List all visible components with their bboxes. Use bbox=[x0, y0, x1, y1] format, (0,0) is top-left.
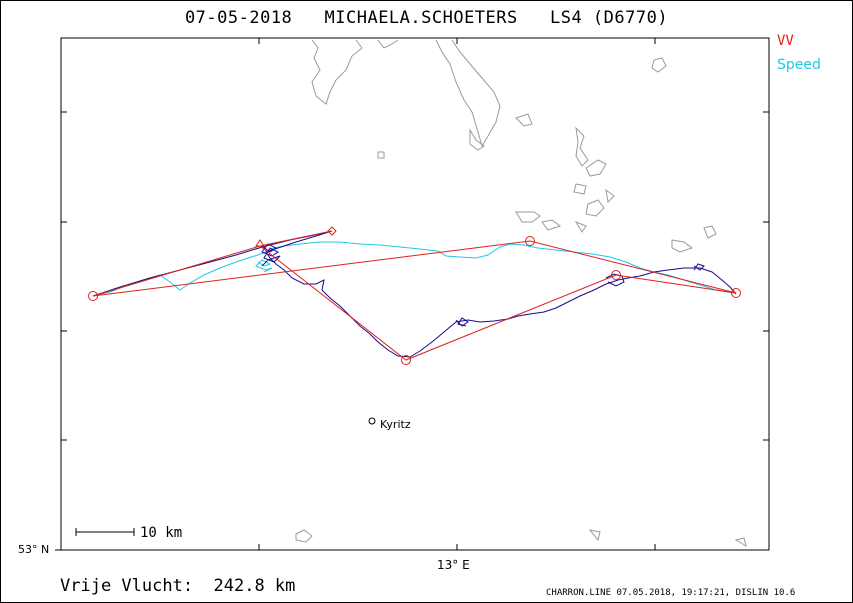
thermal-loops-2 bbox=[455, 317, 469, 327]
turnpoint-markers bbox=[88, 226, 741, 365]
turnpoint-south-marker bbox=[401, 355, 411, 365]
scale-bar bbox=[75, 528, 135, 536]
turnpoint-triangle-marker bbox=[255, 239, 265, 247]
turnpoint-north-marker bbox=[525, 236, 535, 246]
turnpoint-diamond-marker bbox=[327, 226, 337, 236]
turnpoint-east-marker bbox=[611, 270, 621, 280]
town-marker bbox=[368, 417, 376, 425]
turnpoint-far-east-marker bbox=[731, 288, 741, 298]
thermal-loops bbox=[261, 243, 281, 267]
flight-title: 07-05-2018 MICHAELA.SCHOETERS LS4 (D6770… bbox=[184, 8, 669, 28]
task-lines bbox=[92, 230, 737, 361]
legend-speed: Speed bbox=[777, 57, 821, 73]
speed-trace bbox=[92, 241, 735, 297]
plot-area bbox=[60, 37, 770, 551]
scale-bar-label: 10 km bbox=[140, 525, 183, 541]
longitude-label: 13° E bbox=[437, 558, 470, 572]
axis-ticks bbox=[55, 38, 769, 551]
town-label: Kyritz bbox=[380, 418, 411, 431]
footer-credits: CHARRON.LINE 07.05.2018, 19:17:21, DISLI… bbox=[546, 588, 796, 598]
distance-summary: Vrije Vlucht: 242.8 km bbox=[60, 576, 296, 596]
gps-track bbox=[92, 230, 737, 358]
turnpoint-start-marker bbox=[88, 291, 98, 301]
latitude-label: 53° N bbox=[18, 543, 50, 556]
speed-trace-loops bbox=[255, 259, 273, 273]
thermal-loops-4 bbox=[693, 263, 705, 271]
coastline-lines bbox=[295, 39, 747, 548]
legend-vv: VV bbox=[777, 33, 794, 49]
thermal-loops-3 bbox=[605, 273, 625, 287]
